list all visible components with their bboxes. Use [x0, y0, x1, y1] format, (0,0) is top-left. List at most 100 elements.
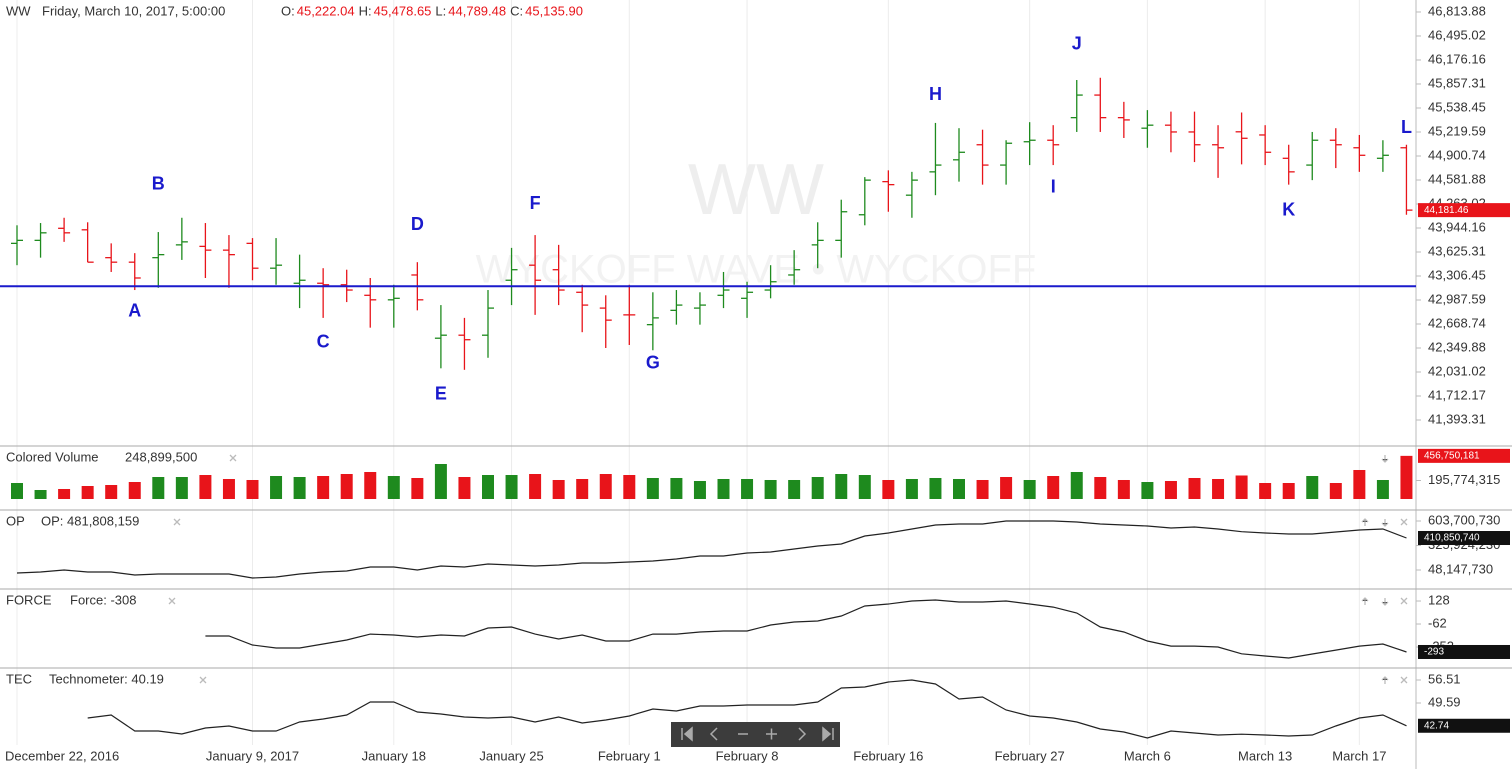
volume-bar [1212, 478, 1225, 499]
annotation: I [1051, 176, 1056, 196]
volume-bar [1023, 479, 1036, 499]
volume-bar [741, 478, 754, 499]
panel-title: FORCE [6, 592, 52, 607]
readout-value: 44,789.48 [448, 3, 506, 18]
grid [16, 0, 1360, 745]
volume-bar [317, 476, 330, 499]
move-icons[interactable] [1361, 597, 1389, 606]
x-tick-label: February 8 [716, 748, 779, 763]
x-tick-label: March 6 [1124, 748, 1171, 763]
y-tick-label: 46,495.02 [1428, 27, 1486, 42]
x-tick-label: January 25 [479, 748, 543, 763]
volume-bar [717, 478, 730, 499]
volume-bar [128, 482, 141, 499]
volume-bar [788, 479, 801, 499]
y-tick-label: 42,987.59 [1428, 291, 1486, 306]
volume-bar [1259, 483, 1272, 499]
panel-readout: Force: -308 [70, 592, 136, 607]
volume-bar [599, 474, 612, 499]
volume-bar [811, 477, 824, 499]
close-icon[interactable] [199, 676, 207, 684]
last-tag-label: 410,850,740 [1424, 533, 1480, 544]
nav-first[interactable] [681, 726, 693, 742]
close-icon[interactable] [1400, 676, 1408, 684]
volume-bar [953, 478, 965, 499]
volume-bar [482, 475, 494, 499]
volume-bar [364, 471, 377, 499]
y-tick-label: 45,219.59 [1428, 123, 1486, 138]
nav-next[interactable] [798, 727, 807, 741]
volume-bar [764, 479, 777, 499]
x-tick-label: January 9, 2017 [206, 748, 299, 763]
y-tick-label: 43,944.16 [1428, 219, 1486, 234]
y-tick-label: 45,857.31 [1428, 75, 1486, 90]
close-icon[interactable] [168, 597, 176, 605]
y-tick-label: 46,176.16 [1428, 51, 1486, 66]
annotation: B [152, 173, 165, 193]
y-tick-label: 44,581.88 [1428, 171, 1486, 186]
volume-bar [11, 483, 23, 499]
panel-title: OP [6, 513, 25, 528]
close-icon[interactable] [1400, 597, 1408, 605]
last-tag [1418, 203, 1510, 218]
volume-bar [882, 479, 895, 499]
annotation: J [1072, 33, 1082, 53]
volume-bar [1400, 455, 1413, 499]
last-tag-label: -293 [1424, 647, 1444, 658]
readout-label: H: [359, 3, 372, 18]
y-tick-label: 42,031.02 [1428, 363, 1486, 378]
volume-bar [152, 477, 165, 499]
x-tick-label: February 16 [853, 748, 923, 763]
panel-readout: 248,899,500 [125, 449, 197, 464]
last-tag [1418, 448, 1510, 463]
y-tick-label: 603,700,730 [1428, 512, 1500, 527]
volume-bar [905, 478, 918, 499]
volume-bar [1000, 477, 1013, 499]
y-tick-label: 45,538.45 [1428, 99, 1486, 114]
nav-last[interactable] [822, 726, 834, 742]
close-icon[interactable] [173, 518, 181, 526]
watermark-sub: WYCKOFF WAVE • WYCKOFF [476, 248, 1037, 292]
volume-bar [1188, 477, 1201, 499]
nav-prev[interactable] [709, 727, 718, 741]
y-tick-label: 44,900.74 [1428, 147, 1486, 162]
nav-zoom-in[interactable] [766, 728, 777, 740]
volume-bar [1070, 471, 1083, 499]
y-tick-label: 43,306.45 [1428, 267, 1486, 282]
volume-bar [976, 479, 989, 499]
move-icons[interactable] [1381, 455, 1389, 684]
volume-bar [1094, 477, 1107, 499]
volume-bar [1282, 483, 1295, 499]
readout-label: L: [435, 3, 446, 18]
volume-bar [1306, 476, 1319, 499]
y-tick-label: 43,625.31 [1428, 243, 1486, 258]
readout-label: O: [281, 3, 295, 18]
panel-title: TEC [6, 671, 32, 686]
y-tick-label: 56.51 [1428, 671, 1461, 686]
x-tick-label: February 1 [598, 748, 661, 763]
annotation: E [435, 383, 447, 403]
move-icons[interactable] [1361, 518, 1389, 527]
indicator-line [205, 599, 1407, 659]
volume-bar [293, 477, 306, 499]
date-readout: Friday, March 10, 2017, 5:00:00 [42, 3, 225, 18]
volume-bar [387, 476, 400, 499]
volume-bar [623, 475, 636, 499]
annotation: F [530, 193, 541, 213]
close-icon[interactable] [229, 454, 237, 462]
x-tick-label: March 13 [1238, 748, 1292, 763]
panel-readout: Technometer: 40.19 [49, 671, 164, 686]
volume-bar [929, 477, 942, 499]
indicator-line [87, 679, 1407, 739]
x-tick-label: January 18 [362, 748, 426, 763]
volume-bar [175, 477, 188, 499]
y-tick-label: 128 [1428, 592, 1450, 607]
volume-bar [105, 485, 118, 499]
volume-bar [576, 478, 589, 499]
close-icon[interactable] [1400, 518, 1408, 526]
volume-bar [858, 475, 871, 499]
y-tick-label: 41,712.17 [1428, 387, 1486, 402]
navigator-bar [671, 722, 840, 747]
volume-bar [246, 479, 259, 499]
